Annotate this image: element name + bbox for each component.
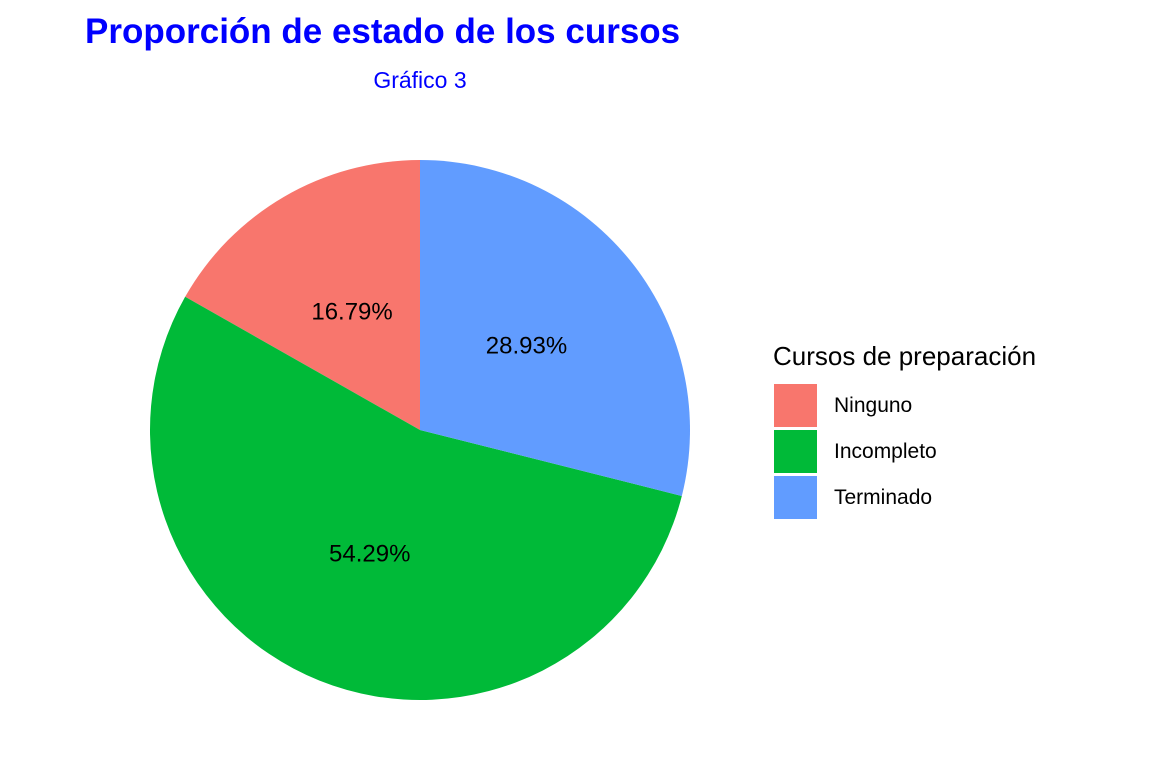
legend: Cursos de preparación Ninguno Incompleto…	[773, 338, 1113, 522]
chart-subtitle: Gráfico 3	[373, 67, 467, 93]
pie-slice-label-terminado: 28.93%	[486, 332, 567, 359]
pie-slice-ninguno	[185, 160, 420, 430]
chart-title: Proporción de estado de los cursos	[85, 12, 681, 51]
pie-slice-label-incompleto: 54.29%	[329, 541, 410, 568]
legend-label-incompleto: Incompleto	[834, 440, 937, 463]
legend-title: Cursos de preparación	[773, 341, 1037, 371]
pie-slices	[149, 160, 690, 701]
legend-swatch-ninguno	[774, 384, 817, 427]
pie-slice-label-ninguno: 16.79%	[311, 299, 392, 326]
legend-item-incompleto: Incompleto	[773, 430, 1113, 476]
pie-slice-labels: 16.79% 54.29% 28.93%	[311, 299, 567, 568]
legend-swatch-incompleto	[774, 430, 817, 473]
legend-label-ninguno: Ninguno	[834, 394, 913, 417]
legend-label-terminado: Terminado	[834, 486, 933, 509]
legend-item-ninguno: Ninguno	[773, 384, 1113, 430]
legend-swatch-terminado	[774, 476, 817, 519]
pie-slice-terminado	[420, 160, 690, 496]
legend-item-terminado: Terminado	[773, 476, 1113, 522]
pie-slice-incompleto	[149, 296, 682, 701]
